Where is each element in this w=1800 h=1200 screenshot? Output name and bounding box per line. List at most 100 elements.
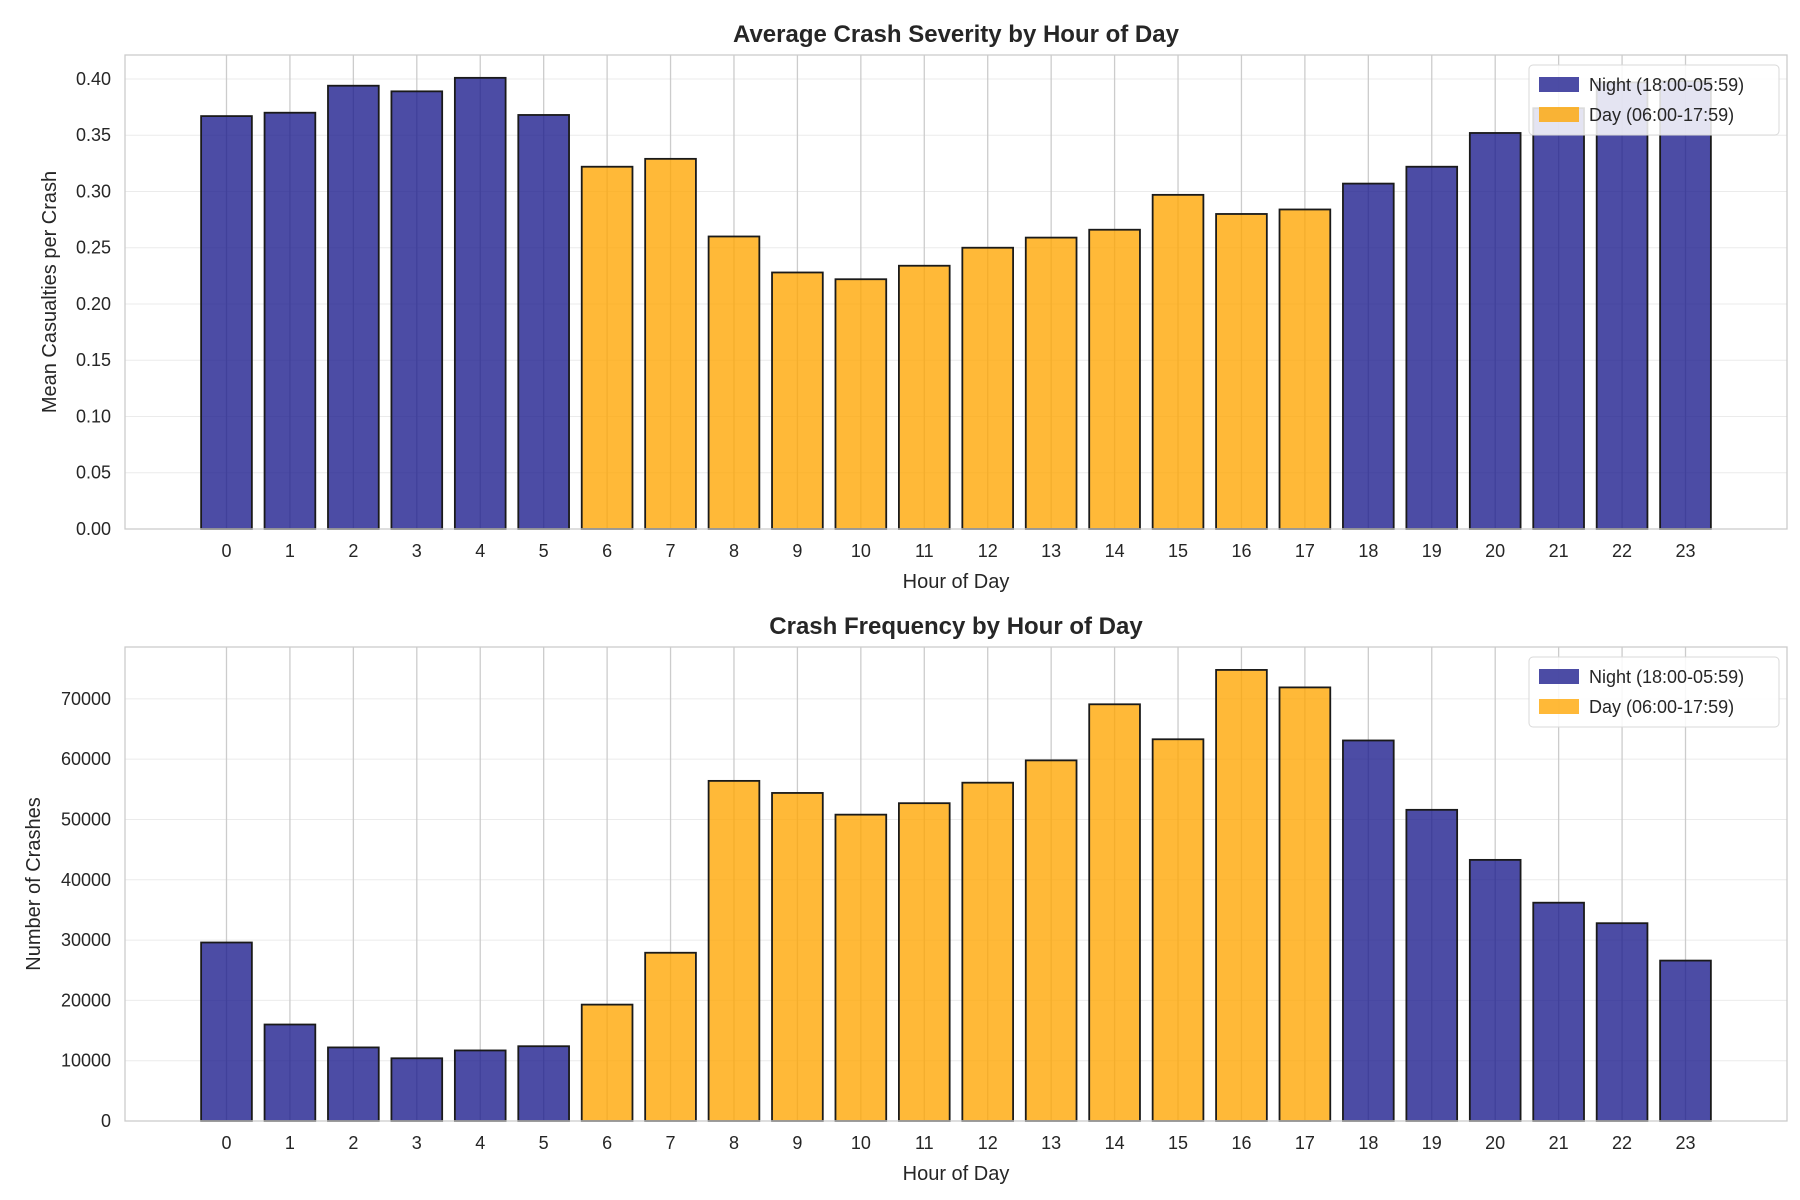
y-tick-label: 20000 — [61, 990, 111, 1010]
bar-hour-23 — [1659, 80, 1712, 530]
y-tick-label: 0.00 — [76, 519, 111, 539]
x-tick-label: 5 — [539, 541, 549, 561]
plot-frame — [124, 54, 1788, 530]
bar-hour-15 — [1151, 738, 1205, 1122]
y-tick-label: 0.30 — [76, 181, 111, 201]
x-tick-label: 14 — [1105, 1133, 1125, 1153]
x-tick-label: 4 — [475, 1133, 485, 1153]
y-tick-label: 0.05 — [76, 463, 111, 483]
x-tick-label: 0 — [221, 541, 231, 561]
x-tick-label: 6 — [602, 541, 612, 561]
legend-label-night: Night (18:00-05:59) — [1589, 75, 1744, 95]
x-tick-label: 0 — [221, 1133, 231, 1153]
y-tick-label: 0.15 — [76, 350, 111, 370]
x-tick-label: 12 — [978, 1133, 998, 1153]
x-tick-label: 10 — [851, 1133, 871, 1153]
bar-hour-9 — [771, 792, 824, 1122]
y-tick-label: 0.35 — [76, 125, 111, 145]
x-tick-label: 3 — [412, 1133, 422, 1153]
bar-hour-15 — [1151, 193, 1205, 530]
x-tick-label: 10 — [851, 541, 871, 561]
x-tick-label: 13 — [1041, 541, 1061, 561]
x-axis-label: Hour of Day — [903, 571, 1010, 593]
bar-hour-11 — [898, 264, 951, 530]
y-axis-label: Number of Crashes — [23, 797, 45, 970]
bar-hour-13 — [1024, 236, 1078, 530]
x-tick-label: 19 — [1422, 1133, 1442, 1153]
x-tick-label: 22 — [1612, 1133, 1632, 1153]
y-tick-label: 0.40 — [76, 69, 111, 89]
x-tick-label: 14 — [1105, 541, 1125, 561]
x-tick-label: 21 — [1549, 1133, 1569, 1153]
y-tick-label: 70000 — [61, 689, 111, 709]
bar-hour-7 — [644, 157, 697, 530]
bar-hour-0 — [200, 115, 253, 530]
x-tick-label: 9 — [792, 541, 802, 561]
x-tick-label: 22 — [1612, 541, 1632, 561]
legend-label-day: Day (06:00-17:59) — [1589, 697, 1734, 717]
legend-frame — [1528, 656, 1780, 728]
x-tick-label: 18 — [1358, 1133, 1378, 1153]
bar-hour-2 — [327, 1046, 380, 1122]
bar-hour-20 — [1468, 132, 1522, 530]
bar-hour-21 — [1532, 107, 1585, 530]
x-tick-label: 8 — [729, 541, 739, 561]
x-tick-label: 2 — [348, 541, 358, 561]
bar-hour-21 — [1532, 901, 1585, 1122]
bar-hour-14 — [1088, 228, 1141, 530]
legend-swatch-night — [1539, 669, 1579, 684]
legend-label-night: Night (18:00-05:59) — [1589, 667, 1744, 687]
x-tick-label: 12 — [978, 541, 998, 561]
x-tick-label: 19 — [1422, 541, 1442, 561]
y-tick-label: 60000 — [61, 749, 111, 769]
bar-hour-18 — [1342, 739, 1395, 1122]
y-tick-label: 50000 — [61, 809, 111, 829]
chart-1: 0.000.050.100.150.200.250.300.350.400 1 2 3… — [39, 21, 1788, 593]
bar-hour-11 — [898, 802, 951, 1122]
x-tick-label: 7 — [666, 541, 676, 561]
bar-hour-2 — [327, 84, 380, 530]
x-tick-label: 13 — [1041, 1133, 1061, 1153]
bar-hour-16 — [1215, 213, 1268, 530]
bar-hour-4 — [453, 76, 507, 530]
y-tick-label: 0 — [101, 1111, 111, 1131]
x-tick-label: 21 — [1549, 541, 1569, 561]
x-tick-label: 16 — [1231, 1133, 1251, 1153]
legend-swatch-day — [1539, 699, 1579, 714]
x-tick-label: 23 — [1675, 1133, 1695, 1153]
bar-hour-19 — [1405, 808, 1459, 1122]
bar-hour-12 — [961, 246, 1014, 530]
bar-hour-17 — [1278, 208, 1332, 530]
x-tick-label: 4 — [475, 541, 485, 561]
x-tick-label: 15 — [1168, 541, 1188, 561]
bar-hour-3 — [390, 1057, 444, 1122]
bar-hour-1 — [263, 1023, 317, 1122]
x-tick-label: 11 — [915, 1133, 934, 1153]
bar-hour-14 — [1088, 703, 1141, 1122]
plot-frame — [124, 646, 1788, 1122]
y-tick-label: 0.25 — [76, 238, 111, 258]
bar-hour-0 — [200, 941, 253, 1122]
x-tick-label: 1 — [285, 541, 295, 561]
x-tick-label: 1 — [285, 1133, 295, 1153]
legend-swatch-day — [1539, 107, 1579, 122]
x-tick-label: 9 — [792, 1133, 802, 1153]
chart-title: Crash Frequency by Hour of Day — [769, 613, 1143, 640]
y-tick-label: 0.20 — [76, 294, 111, 314]
x-tick-label: 15 — [1168, 1133, 1188, 1153]
bar-hour-17 — [1278, 686, 1332, 1122]
bar-hour-20 — [1468, 858, 1522, 1122]
x-tick-label: 17 — [1295, 1133, 1315, 1153]
bar-hour-6 — [580, 1003, 634, 1122]
x-tick-label: 8 — [729, 1133, 739, 1153]
x-tick-label: 16 — [1231, 541, 1251, 561]
legend: Night (18:00-05:59) Day (06:00-17:59) — [1528, 656, 1780, 728]
bar-hour-8 — [707, 779, 761, 1122]
bar-hour-22 — [1595, 81, 1649, 530]
bar-hour-22 — [1595, 922, 1649, 1122]
chart-title: Average Crash Severity by Hour of Day — [733, 21, 1180, 48]
bar-hour-5 — [517, 114, 570, 530]
